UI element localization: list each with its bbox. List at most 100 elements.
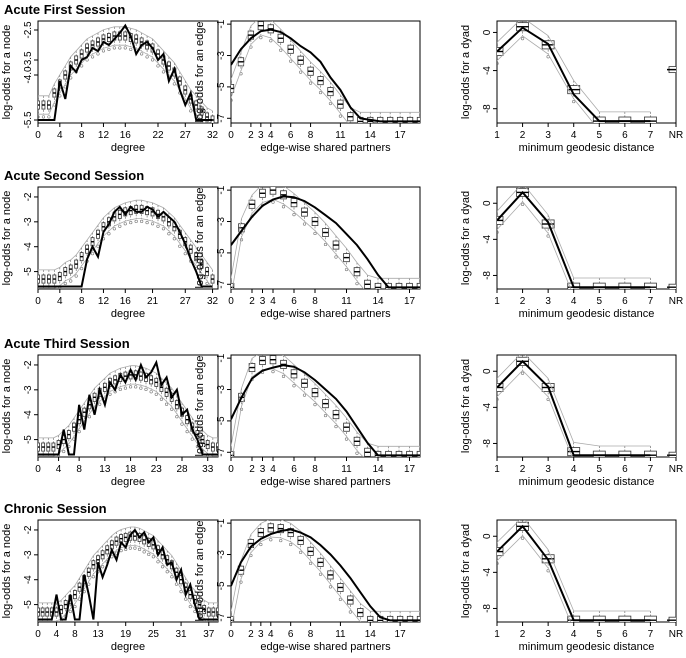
- sim-outlier: [398, 298, 401, 301]
- x-tick-label: 2: [520, 629, 526, 640]
- x-tick-label: 6: [288, 130, 294, 141]
- sim-outlier: [281, 205, 286, 209]
- x-tick-label: NR: [669, 629, 683, 640]
- sim-box: [231, 615, 235, 622]
- y-tick-label: -5: [23, 600, 34, 609]
- x-tick-label: 27: [180, 296, 192, 307]
- y-tick-label: -8: [482, 604, 493, 613]
- sim-outlier: [419, 631, 422, 634]
- y-tick-label: 0: [482, 29, 493, 35]
- sim-outlier: [161, 565, 165, 569]
- x-tick-label: 7: [648, 464, 654, 475]
- sim-outlier: [140, 219, 144, 223]
- sim-outlier: [349, 127, 352, 130]
- sim-outlier: [41, 623, 44, 626]
- y-tick-label: -7: [216, 279, 227, 288]
- y-axis-label: log-odds for an edge: [194, 521, 206, 622]
- y-tick-label: -5: [23, 267, 34, 276]
- plot-area: [38, 199, 215, 293]
- sim-lower-band: [231, 34, 349, 123]
- observed-line: [497, 524, 651, 622]
- sim-outlier: [145, 220, 149, 225]
- sim-outlier: [118, 387, 122, 391]
- x-tick-label: 5: [597, 629, 603, 640]
- sim-outlier: [183, 252, 187, 256]
- panel-esp: -7 -5 -3 -1 0 2 3 4 6 8 11 14 17 edge-wise shared par…: [194, 19, 421, 154]
- y-axis-label: log-odds for a dyad: [460, 359, 472, 453]
- sim-outlier: [308, 81, 313, 85]
- sim-upper-band: [497, 355, 651, 447]
- x-tick-label: 7: [648, 629, 654, 640]
- y-tick-label: -5.5: [23, 111, 34, 129]
- panel-degree: -5 -4 -3 -2 0 4 8 13 19 25 31 37 degree log-odds for …: [1, 519, 220, 653]
- plot-frame: [230, 354, 421, 458]
- y-tick-label: -4: [482, 234, 493, 243]
- sim-outlier: [161, 70, 166, 74]
- plot-frame: [496, 519, 677, 623]
- x-axis-label: minimum geodesic distance: [519, 142, 655, 154]
- x-tick-label: 17: [395, 629, 407, 640]
- x-tick-label: 3: [258, 629, 264, 640]
- sim-lower-band: [38, 44, 205, 123]
- sim-outlier: [419, 466, 422, 469]
- sim-outlier: [212, 623, 215, 626]
- sim-outlier: [42, 458, 45, 461]
- sim-outlier: [128, 385, 133, 389]
- x-tick-label: 13: [99, 464, 111, 475]
- observed-line: [231, 364, 420, 457]
- sim-lower-band: [497, 35, 594, 123]
- y-tick-label: -4: [23, 410, 34, 419]
- plot-area: [38, 359, 218, 461]
- sim-outlier: [51, 623, 54, 626]
- sim-upper-band: [231, 187, 420, 279]
- sim-outlier: [52, 458, 55, 461]
- panel-degree: -5 -4 -3 -2 0 4 8 13 18 23 28 33 degree log-odds for …: [1, 354, 219, 488]
- x-tick-label: 3: [260, 464, 266, 475]
- observed-line: [231, 28, 420, 123]
- sim-outlier: [87, 415, 92, 419]
- sim-outlier: [38, 115, 40, 119]
- sim-outlier: [98, 402, 102, 406]
- x-tick-label: 16: [120, 296, 132, 307]
- y-axis-label: log-odds for a dyad: [460, 25, 472, 119]
- y-tick-label: -3: [23, 550, 34, 559]
- x-tick-label: 27: [180, 130, 192, 141]
- sim-outlier: [53, 290, 56, 293]
- y-axis-label: log-odds for a node: [1, 524, 13, 619]
- sim-upper-band: [38, 199, 213, 271]
- observed-line: [38, 528, 218, 621]
- sim-outlier: [379, 631, 382, 634]
- sim-outlier: [572, 99, 576, 104]
- sim-outlier: [195, 444, 200, 449]
- x-tick-label: 0: [228, 130, 234, 141]
- y-tick-label: -4: [23, 242, 34, 251]
- sim-outlier: [497, 61, 499, 66]
- sim-outlier: [259, 36, 263, 40]
- sim-outlier: [302, 393, 307, 397]
- sim-outlier: [217, 623, 220, 626]
- sim-outlier: [328, 585, 333, 589]
- sim-outlier: [151, 555, 155, 559]
- observed-line: [38, 359, 218, 456]
- x-tick-label: 32: [207, 130, 219, 141]
- plot-frame: [230, 20, 421, 124]
- sim-outlier: [73, 604, 77, 609]
- x-axis-label: degree: [111, 476, 145, 488]
- sim-outlier: [299, 70, 303, 74]
- sim-outlier: [90, 55, 95, 59]
- x-tick-label: 22: [152, 130, 164, 141]
- y-tick-label: -4: [23, 575, 34, 584]
- x-tick-label: 32: [207, 296, 219, 307]
- x-tick-label: 16: [120, 130, 132, 141]
- x-tick-label: 8: [79, 296, 85, 307]
- sim-outlier: [497, 397, 499, 402]
- sim-outlier: [289, 59, 293, 63]
- x-tick-label: 4: [54, 629, 60, 640]
- y-tick-label: -2: [23, 360, 34, 369]
- x-tick-label: NR: [669, 464, 683, 475]
- x-tick-label: 0: [35, 130, 41, 141]
- x-tick-label: 2: [520, 464, 526, 475]
- plot-frame: [37, 186, 219, 290]
- sim-lower-band: [497, 200, 572, 289]
- sim-outlier: [161, 227, 166, 231]
